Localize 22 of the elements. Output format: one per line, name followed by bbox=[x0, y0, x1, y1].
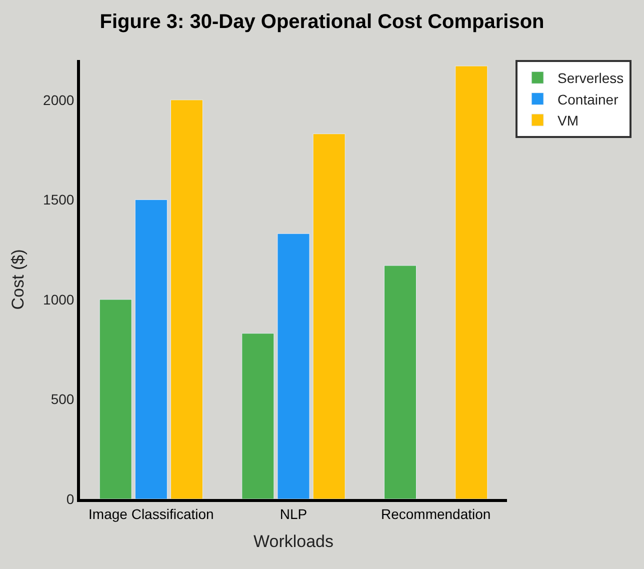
legend-label: Container bbox=[558, 91, 619, 108]
bar bbox=[455, 66, 488, 499]
x-axis-title: Workloads bbox=[254, 532, 334, 552]
legend-label: Serverless bbox=[558, 70, 624, 86]
y-tick-label: 500 bbox=[50, 391, 74, 408]
y-tick-label: 2000 bbox=[43, 92, 74, 108]
x-tick-label: Image Classification bbox=[88, 506, 214, 522]
bar bbox=[170, 100, 204, 499]
y-tick-label: 0 bbox=[66, 490, 74, 507]
bar bbox=[384, 265, 417, 499]
bar bbox=[134, 199, 168, 499]
y-tick-label: 1000 bbox=[43, 291, 74, 308]
legend-label: VM bbox=[558, 112, 579, 128]
y-tick-label: 1500 bbox=[43, 192, 74, 208]
chart-title: Figure 3: 30-Day Operational Cost Comparison bbox=[100, 11, 544, 34]
bar bbox=[312, 134, 346, 499]
bar bbox=[277, 233, 310, 499]
x-tick-label: Recommendation bbox=[380, 506, 491, 522]
y-axis-title: Cost ($) bbox=[8, 249, 28, 310]
bar bbox=[99, 299, 132, 499]
bar bbox=[242, 333, 274, 499]
x-tick-label: NLP bbox=[280, 506, 308, 522]
